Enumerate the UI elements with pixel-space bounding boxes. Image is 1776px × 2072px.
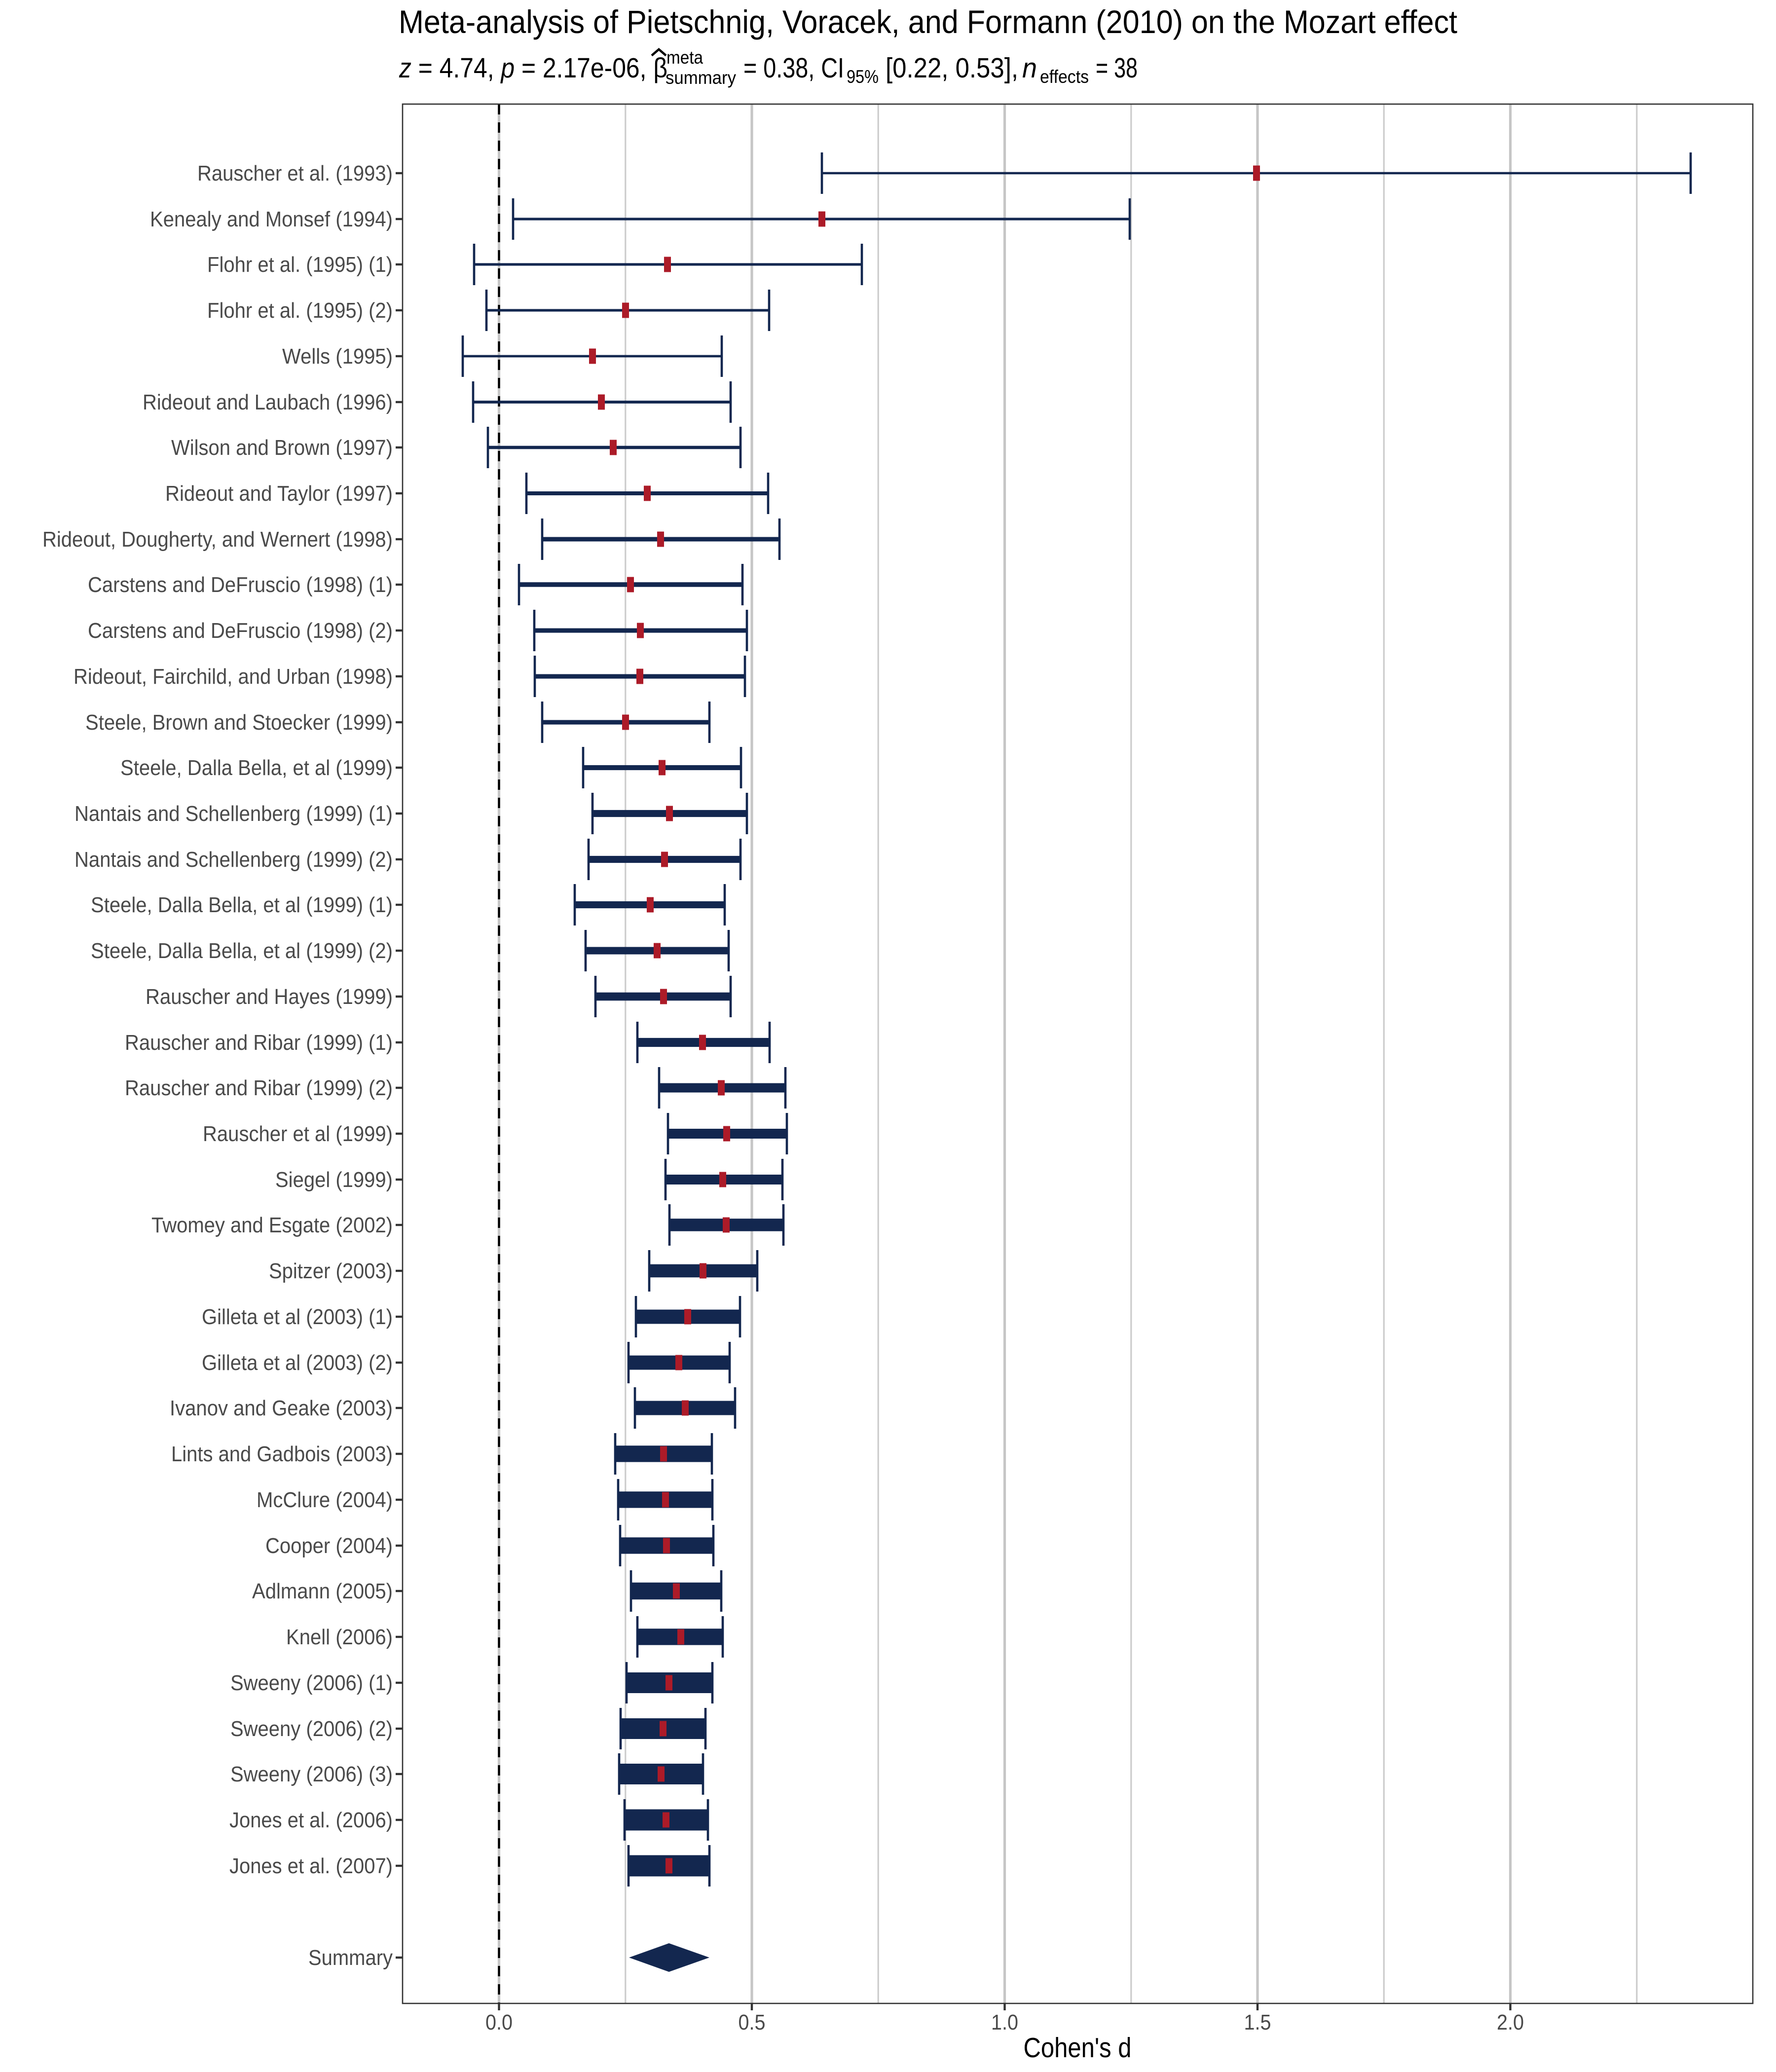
svg-text:Adlmann (2005): Adlmann (2005) [252, 1580, 393, 1603]
svg-text:1.5: 1.5 [1244, 2011, 1271, 2035]
svg-text:0.0: 0.0 [485, 2011, 513, 2035]
svg-text:= 38: = 38 [1096, 52, 1138, 84]
svg-text:Rideout and Laubach (1996): Rideout and Laubach (1996) [143, 391, 393, 414]
svg-text:z = 4.74, p = 2.17e-06, β: z = 4.74, p = 2.17e-06, β [399, 52, 667, 84]
svg-text:Cooper (2004): Cooper (2004) [265, 1534, 393, 1558]
svg-text:Siegel (1999): Siegel (1999) [275, 1168, 393, 1192]
svg-text:0.5: 0.5 [739, 2011, 766, 2035]
svg-text:summary: summary [666, 68, 736, 88]
svg-text:Sweeny (2006) (2): Sweeny (2006) (2) [230, 1717, 393, 1741]
svg-text:Jones et al. (2007): Jones et al. (2007) [229, 1854, 393, 1878]
svg-text:Rauscher et al. (1993): Rauscher et al. (1993) [197, 162, 393, 185]
svg-text:Sweeny (2006) (1): Sweeny (2006) (1) [230, 1671, 393, 1695]
svg-text:Meta-analysis of Pietschnig, V: Meta-analysis of Pietschnig, Voracek, an… [399, 3, 1457, 40]
svg-text:2.0: 2.0 [1497, 2011, 1524, 2035]
svg-text:Twomey and Esgate (2002): Twomey and Esgate (2002) [151, 1214, 393, 1237]
svg-text:Rideout and Taylor (1997): Rideout and Taylor (1997) [165, 482, 393, 506]
svg-text:Spitzer (2003): Spitzer (2003) [269, 1259, 393, 1283]
svg-text:Flohr et al. (1995) (2): Flohr et al. (1995) (2) [207, 299, 393, 323]
svg-text:Nantais and Schellenberg (1999: Nantais and Schellenberg (1999) (2) [74, 848, 393, 872]
svg-text:Steele, Dalla Bella, et al (19: Steele, Dalla Bella, et al (1999) (2) [91, 939, 393, 963]
svg-text:Gilleta et al (2003) (2): Gilleta et al (2003) (2) [202, 1351, 393, 1375]
svg-text:Wilson and Brown (1997): Wilson and Brown (1997) [171, 436, 393, 460]
svg-text:Steele, Dalla Bella, et al (19: Steele, Dalla Bella, et al (1999) (1) [91, 893, 393, 917]
svg-text:Cohen's d: Cohen's d [1024, 2032, 1132, 2064]
svg-text:Steele, Brown and Stoecker (19: Steele, Brown and Stoecker (1999) [85, 711, 393, 735]
svg-text:Nantais and Schellenberg (1999: Nantais and Schellenberg (1999) (1) [74, 802, 393, 826]
svg-text:= 0.38, CI: = 0.38, CI [743, 52, 844, 84]
svg-text:Carstens and DeFruscio (1998): Carstens and DeFruscio (1998) (1) [88, 573, 393, 597]
svg-text:Rauscher and Ribar (1999) (2): Rauscher and Ribar (1999) (2) [125, 1076, 393, 1100]
svg-text:Rideout, Fairchild, and Urban: Rideout, Fairchild, and Urban (1998) [74, 665, 393, 689]
svg-text:95%: 95% [847, 67, 879, 87]
svg-text:Wells (1995): Wells (1995) [282, 345, 393, 369]
svg-text:Gilleta et al (2003) (1): Gilleta et al (2003) (1) [202, 1305, 393, 1329]
svg-text:Knell (2006): Knell (2006) [286, 1626, 393, 1649]
svg-text:Ivanov and Geake (2003): Ivanov and Geake (2003) [170, 1397, 393, 1420]
svg-text:Kenealy and Monsef (1994): Kenealy and Monsef (1994) [150, 208, 393, 231]
svg-text:Flohr et al. (1995) (1): Flohr et al. (1995) (1) [207, 253, 393, 277]
svg-text:Rauscher and Hayes (1999): Rauscher and Hayes (1999) [146, 985, 393, 1009]
svg-text:Rauscher et al (1999): Rauscher et al (1999) [203, 1122, 393, 1146]
svg-text:effects: effects [1040, 67, 1089, 87]
svg-text:Summary: Summary [308, 1946, 393, 1970]
svg-text:Lints and Gadbois (2003): Lints and Gadbois (2003) [171, 1443, 393, 1466]
svg-text:n: n [1022, 52, 1037, 84]
svg-text:McClure (2004): McClure (2004) [257, 1488, 393, 1512]
svg-text:1.0: 1.0 [991, 2011, 1018, 2035]
svg-text:Jones et al. (2006): Jones et al. (2006) [229, 1809, 393, 1832]
svg-text:Rideout, Dougherty, and Werner: Rideout, Dougherty, and Wernert (1998) [42, 528, 393, 552]
svg-text:[0.22, 0.53],: [0.22, 0.53], [886, 52, 1018, 84]
svg-text:Carstens and DeFruscio (1998): Carstens and DeFruscio (1998) (2) [88, 619, 393, 643]
svg-text:Rauscher and Ribar (1999) (1): Rauscher and Ribar (1999) (1) [125, 1031, 393, 1055]
svg-text:meta: meta [666, 47, 703, 68]
svg-text:Sweeny (2006) (3): Sweeny (2006) (3) [230, 1763, 393, 1786]
svg-text:Steele, Dalla Bella, et al (19: Steele, Dalla Bella, et al (1999) [120, 756, 393, 780]
